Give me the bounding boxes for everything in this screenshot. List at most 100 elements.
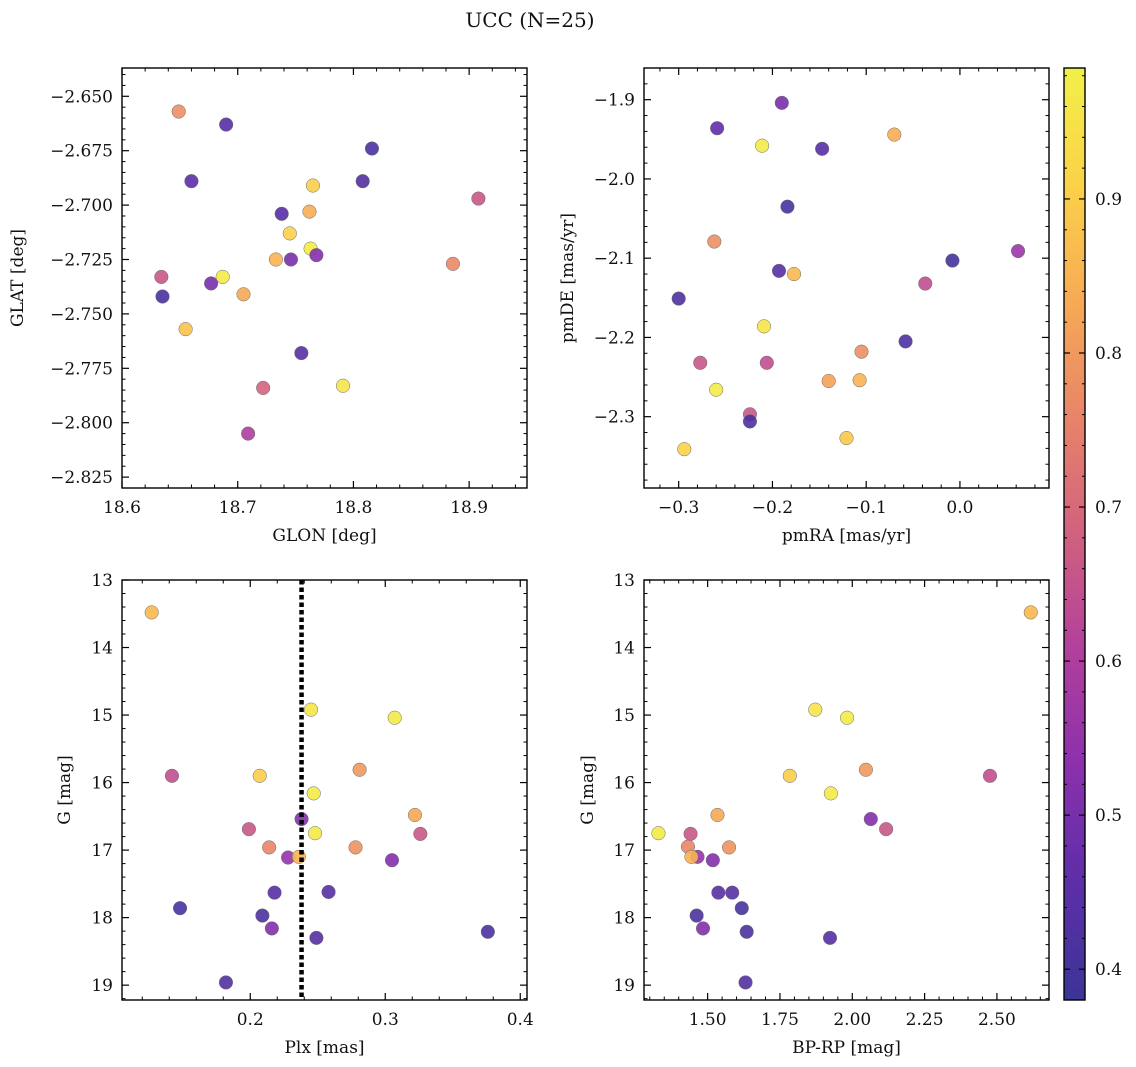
colorbar-tick-label: 0.5 bbox=[1095, 806, 1122, 826]
data-point bbox=[413, 826, 428, 841]
data-point bbox=[1023, 605, 1038, 620]
data-point bbox=[215, 269, 230, 284]
data-point bbox=[852, 373, 867, 388]
data-point bbox=[480, 924, 495, 939]
y-tick-label: −2.725 bbox=[50, 251, 113, 271]
data-point bbox=[786, 266, 802, 282]
data-point bbox=[155, 289, 170, 304]
data-point bbox=[355, 174, 370, 189]
y-axis-label: G [mag] bbox=[55, 755, 75, 824]
data-point bbox=[693, 355, 708, 370]
y-tick-label: 18 bbox=[91, 909, 113, 929]
data-point bbox=[173, 901, 188, 916]
axes-frame bbox=[643, 67, 1050, 489]
data-point bbox=[309, 930, 324, 945]
axes-frame bbox=[643, 579, 1050, 1001]
data-point bbox=[689, 908, 704, 923]
y-tick-label: 17 bbox=[613, 841, 635, 861]
y-axis-label: pmDE [mas/yr] bbox=[558, 213, 578, 343]
data-point bbox=[840, 710, 855, 725]
data-point bbox=[887, 127, 902, 142]
x-axis-label: BP-RP [mag] bbox=[792, 1038, 901, 1058]
data-point bbox=[808, 702, 823, 717]
y-axis-label: GLAT [deg] bbox=[8, 229, 28, 327]
data-point bbox=[755, 138, 770, 153]
data-point bbox=[352, 762, 367, 777]
data-point bbox=[684, 849, 699, 864]
x-tick-label: 1.50 bbox=[689, 1010, 727, 1030]
y-tick-label: 15 bbox=[91, 706, 113, 726]
y-tick-label: −2.750 bbox=[50, 305, 113, 325]
y-tick-label: 13 bbox=[91, 571, 113, 591]
data-point bbox=[308, 826, 323, 841]
y-tick-label: −2.3 bbox=[594, 408, 635, 428]
data-point bbox=[302, 204, 317, 219]
data-point bbox=[823, 786, 838, 801]
data-point bbox=[384, 853, 400, 868]
data-point bbox=[677, 442, 692, 457]
data-point bbox=[1011, 244, 1026, 259]
data-point bbox=[738, 975, 753, 990]
data-point bbox=[710, 807, 725, 823]
ticks: −0.3 −0.2 −0.1 0.0 −1.9 −2.0 −2.1 −2.2 −2.3 bbox=[594, 67, 1049, 518]
scatter-points bbox=[671, 95, 1026, 457]
data-point bbox=[294, 346, 309, 361]
y-tick-label: 15 bbox=[613, 706, 635, 726]
data-point bbox=[256, 380, 271, 395]
colorbar-tick-label: 0.7 bbox=[1095, 498, 1122, 518]
data-point bbox=[898, 334, 913, 349]
data-point bbox=[236, 287, 251, 302]
y-tick-label: 13 bbox=[613, 571, 635, 591]
x-tick-label: 18.8 bbox=[334, 498, 372, 518]
data-point bbox=[306, 786, 321, 801]
y-tick-label: 17 bbox=[91, 841, 113, 861]
data-point bbox=[154, 269, 169, 284]
data-point bbox=[725, 885, 740, 900]
x-tick-label: 0.2 bbox=[237, 1010, 264, 1030]
data-point bbox=[945, 253, 960, 268]
data-point bbox=[734, 901, 749, 916]
data-point bbox=[274, 206, 289, 221]
data-point bbox=[294, 811, 309, 827]
data-point bbox=[839, 431, 854, 446]
data-point bbox=[283, 252, 298, 267]
data-point bbox=[671, 291, 686, 306]
y-tick-label: −2.1 bbox=[594, 249, 635, 269]
data-point bbox=[707, 234, 722, 249]
panel-glon-glat: 18.6 18.7 18.8 18.9 −2.650 −2.675 −2.700 −2.725… bbox=[8, 67, 528, 546]
x-tick-label: −0.2 bbox=[752, 498, 793, 518]
data-point bbox=[407, 807, 423, 823]
x-tick-label: 0.4 bbox=[507, 1010, 534, 1030]
y-tick-label: 14 bbox=[613, 639, 635, 659]
data-point bbox=[863, 811, 878, 827]
x-tick-label: 1.75 bbox=[761, 1010, 799, 1030]
axes-frame bbox=[121, 67, 528, 489]
y-tick-label: −2.800 bbox=[50, 414, 113, 434]
axes-frame bbox=[121, 579, 528, 1001]
x-tick-label: −0.3 bbox=[658, 498, 699, 518]
data-point bbox=[303, 702, 319, 717]
data-point bbox=[918, 276, 933, 291]
data-point bbox=[268, 252, 283, 267]
scatter-points bbox=[154, 104, 486, 441]
data-point bbox=[184, 174, 199, 189]
data-point bbox=[241, 426, 256, 441]
x-tick-label: 18.9 bbox=[450, 498, 488, 518]
data-point bbox=[204, 276, 219, 291]
x-tick-label: 0.3 bbox=[372, 1010, 399, 1030]
data-point bbox=[782, 768, 797, 783]
y-tick-label: 16 bbox=[91, 774, 113, 794]
y-tick-label: 19 bbox=[613, 976, 635, 996]
data-point bbox=[264, 921, 279, 936]
data-point bbox=[683, 826, 698, 841]
ticks: 18.6 18.7 18.8 18.9 −2.650 −2.675 −2.700 −2.725… bbox=[50, 68, 527, 518]
data-point bbox=[759, 355, 774, 370]
x-tick-label: 18.6 bbox=[103, 498, 141, 518]
data-point bbox=[252, 768, 267, 783]
ticks: 0.2 0.3 0.4 13 14 15 16 17 18 19 bbox=[91, 571, 533, 1030]
data-point bbox=[471, 191, 486, 206]
data-point bbox=[695, 921, 711, 936]
y-axis-label: G [mag] bbox=[578, 755, 598, 824]
data-point bbox=[822, 930, 838, 945]
